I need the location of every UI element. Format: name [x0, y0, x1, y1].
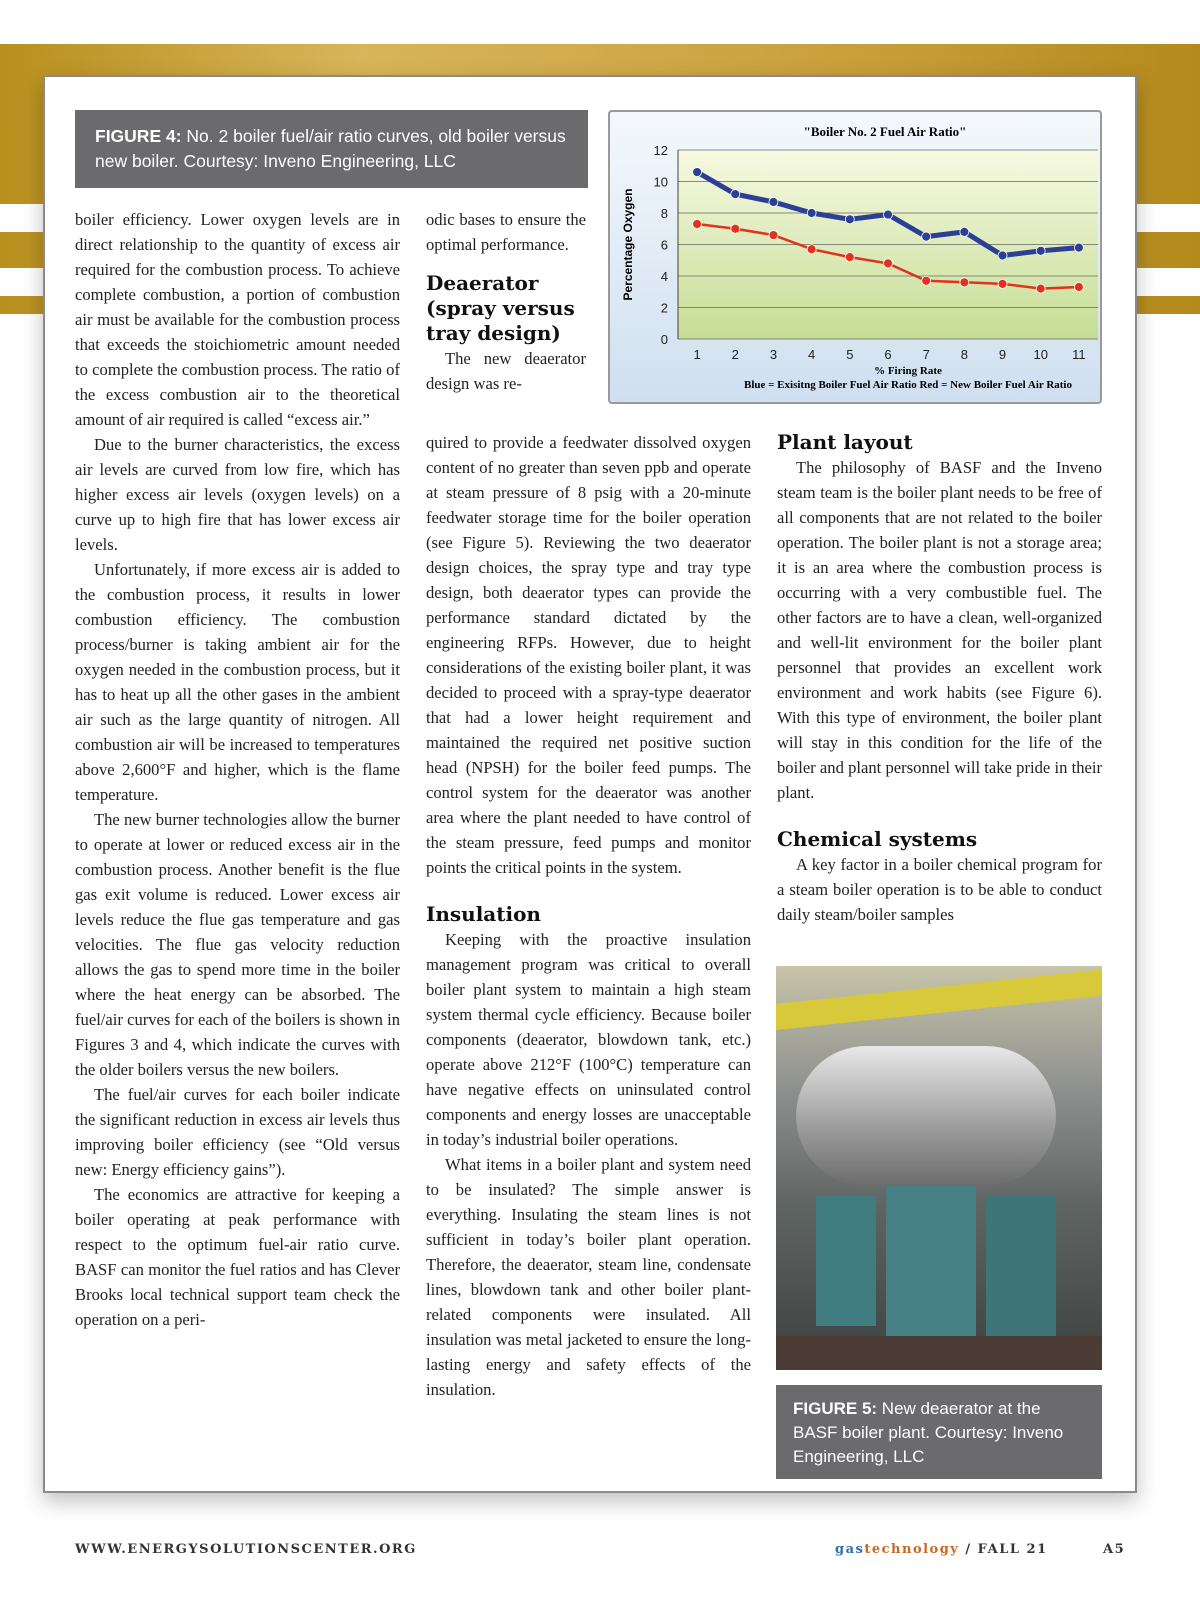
- data-point: [1035, 283, 1046, 294]
- paragraph: The new deaerator design was re-: [426, 349, 586, 393]
- data-point: [997, 250, 1008, 261]
- footer-brand: gastechnology / FALL 21: [835, 1542, 1048, 1557]
- data-point: [730, 189, 741, 199]
- data-point: [959, 277, 970, 288]
- paragraph: Keeping with the proactive insulation ma…: [426, 930, 751, 1149]
- section-heading: Chemical systems: [777, 827, 978, 851]
- y-tick-label: 12: [654, 143, 668, 158]
- data-point: [921, 275, 932, 286]
- paragraph: Unfortunately, if more excess air is add…: [75, 560, 400, 804]
- x-tick-label: 1: [693, 347, 700, 362]
- section-heading: Insulation: [426, 902, 541, 926]
- x-tick-label: 6: [884, 347, 891, 362]
- y-tick-label: 0: [661, 332, 668, 347]
- caption-label: FIGURE 5:: [793, 1399, 878, 1418]
- column-3: Plant layout The philosophy of BASF and …: [777, 416, 1102, 927]
- data-point: [1035, 245, 1046, 256]
- paragraph: What items in a boiler plant and system …: [426, 1155, 751, 1399]
- y-tick-label: 6: [661, 238, 668, 253]
- paragraph: The philosophy of BASF and the Inveno st…: [777, 458, 1102, 802]
- section-heading: Plant layout: [777, 430, 913, 454]
- y-tick-label: 4: [661, 269, 668, 284]
- x-tick-label: 8: [961, 347, 968, 362]
- data-point: [844, 214, 855, 225]
- data-point: [997, 278, 1008, 289]
- y-tick-label: 2: [661, 301, 668, 316]
- caption-label: FIGURE 4:: [95, 126, 182, 146]
- paragraph: quired to provide a feedwater dissolved …: [426, 433, 751, 877]
- y-tick-label: 10: [654, 175, 668, 190]
- column-1: boiler efficiency. Lower oxygen levels a…: [75, 207, 400, 1332]
- caption-text: No. 2 boiler fuel/air ratio curves, old …: [95, 126, 566, 171]
- data-point: [921, 231, 932, 242]
- data-point: [959, 227, 970, 237]
- x-tick-label: 5: [846, 347, 853, 362]
- x-tick-label: 4: [808, 347, 815, 362]
- fuel-air-ratio-chart: 0 2 4 6 8 10 12 1 2 3 4 5 6 7 8 9 10 11 "Boiler No. 2 Fuel…: [608, 110, 1102, 404]
- data-point: [883, 258, 893, 269]
- y-axis-label: Percentage Oxygen: [621, 188, 635, 300]
- y-tick-label: 8: [661, 206, 668, 221]
- x-axis-label: % Firing Rate: [874, 365, 942, 377]
- brand-gas: gas: [835, 1542, 865, 1557]
- paragraph: Due to the burner characteristics, the e…: [75, 435, 400, 554]
- column-2: quired to provide a feedwater dissolved …: [426, 430, 751, 1402]
- paragraph: The new burner technologies allow the bu…: [75, 810, 400, 1079]
- figure5-caption: FIGURE 5: New deaerator at the BASF boil…: [776, 1385, 1102, 1479]
- caption-text: New deaerator at the BASF boiler plant. …: [793, 1399, 1064, 1466]
- data-point: [692, 167, 702, 177]
- paragraph: A key factor in a boiler chemical progra…: [777, 855, 1102, 924]
- footer-website: WWW.ENERGYSOLUTIONSCENTER.ORG: [75, 1542, 417, 1557]
- deaerator-photo: [776, 966, 1102, 1370]
- data-point: [806, 244, 817, 255]
- x-tick-label: 3: [770, 347, 777, 362]
- x-tick-label: 9: [999, 347, 1006, 362]
- issue-label: / FALL 21: [959, 1542, 1048, 1557]
- data-point: [806, 208, 817, 218]
- paragraph: odic bases to ensure the optimal perform…: [426, 210, 586, 254]
- x-tick-label: 7: [923, 347, 930, 362]
- paragraph: boiler efficiency. Lower oxygen levels a…: [75, 210, 400, 429]
- paragraph: The economics are attractive for keeping…: [75, 1185, 400, 1329]
- legend-note: Blue = Exisitng Boiler Fuel Air Ratio Re…: [744, 379, 1072, 391]
- x-tick-label: 10: [1033, 347, 1047, 362]
- data-point: [768, 197, 779, 207]
- paragraph: The fuel/air curves for each boiler indi…: [75, 1085, 400, 1179]
- data-point: [1074, 242, 1084, 253]
- column-2-top: odic bases to ensure the optimal perform…: [426, 207, 586, 396]
- x-tick-label: 11: [1072, 347, 1086, 362]
- data-point: [883, 209, 893, 220]
- page-number: A5: [1103, 1542, 1126, 1557]
- x-tick-label: 2: [732, 347, 739, 362]
- figure4-caption: FIGURE 4: No. 2 boiler fuel/air ratio cu…: [75, 110, 588, 188]
- section-heading: Deaerator (spray versus tray design): [426, 271, 575, 345]
- chart-title: "Boiler No. 2 Fuel Air Ratio": [804, 124, 967, 139]
- brand-technology: technology: [864, 1542, 960, 1557]
- data-point: [844, 252, 855, 263]
- data-point: [730, 223, 741, 234]
- data-point: [1074, 282, 1084, 292]
- data-point: [768, 230, 779, 240]
- data-point: [692, 219, 702, 229]
